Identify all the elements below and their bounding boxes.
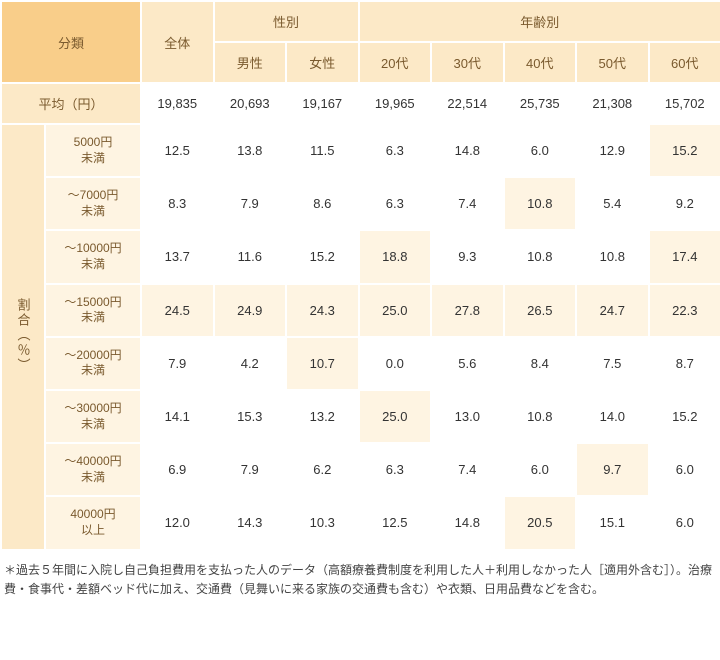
data-cell: 22.3 xyxy=(649,284,720,337)
data-cell: 6.3 xyxy=(359,124,432,177)
header-age20: 20代 xyxy=(359,42,432,83)
data-cell: 15.3 xyxy=(214,390,287,443)
data-cell: 13.7 xyxy=(141,230,214,283)
data-cell: 26.5 xyxy=(504,284,577,337)
avg-cell: 19,835 xyxy=(141,83,214,124)
data-cell: 7.9 xyxy=(141,337,214,390)
avg-cell: 19,965 xyxy=(359,83,432,124)
data-cell: 10.8 xyxy=(576,230,649,283)
data-cell: 14.0 xyxy=(576,390,649,443)
data-cell: 4.2 xyxy=(214,337,287,390)
data-cell: 12.5 xyxy=(359,496,432,549)
data-cell: 6.0 xyxy=(504,124,577,177)
data-cell: 10.3 xyxy=(286,496,359,549)
data-cell: 5.6 xyxy=(431,337,504,390)
data-cell: 13.2 xyxy=(286,390,359,443)
data-cell: 6.3 xyxy=(359,443,432,496)
data-cell: 15.1 xyxy=(576,496,649,549)
header-female: 女性 xyxy=(286,42,359,83)
data-cell: 8.4 xyxy=(504,337,577,390)
data-cell: 24.9 xyxy=(214,284,287,337)
header-male: 男性 xyxy=(214,42,287,83)
data-cell: 6.0 xyxy=(649,496,720,549)
data-cell: 18.8 xyxy=(359,230,432,283)
data-cell: 20.5 xyxy=(504,496,577,549)
data-cell: 14.1 xyxy=(141,390,214,443)
row-label: 〜30000円未満 xyxy=(45,390,141,443)
data-cell: 11.5 xyxy=(286,124,359,177)
data-cell: 10.8 xyxy=(504,177,577,230)
header-age50: 50代 xyxy=(576,42,649,83)
data-cell: 15.2 xyxy=(286,230,359,283)
avg-cell: 22,514 xyxy=(431,83,504,124)
data-cell: 17.4 xyxy=(649,230,720,283)
data-cell: 24.3 xyxy=(286,284,359,337)
data-cell: 7.9 xyxy=(214,177,287,230)
data-cell: 5.4 xyxy=(576,177,649,230)
header-ratio: 割合（％） xyxy=(1,124,45,550)
header-category: 分類 xyxy=(1,1,141,83)
data-cell: 27.8 xyxy=(431,284,504,337)
row-label: 〜15000円未満 xyxy=(45,284,141,337)
data-cell: 11.6 xyxy=(214,230,287,283)
data-cell: 8.3 xyxy=(141,177,214,230)
data-cell: 12.9 xyxy=(576,124,649,177)
data-cell: 14.8 xyxy=(431,124,504,177)
data-cell: 9.2 xyxy=(649,177,720,230)
data-cell: 6.2 xyxy=(286,443,359,496)
data-cell: 9.3 xyxy=(431,230,504,283)
data-cell: 7.9 xyxy=(214,443,287,496)
data-cell: 25.0 xyxy=(359,284,432,337)
header-age60: 60代 xyxy=(649,42,720,83)
row-label: 〜20000円未満 xyxy=(45,337,141,390)
footnote: ＊過去５年間に入院し自己負担費用を支払った人のデータ（高額療養費制度を利用した人… xyxy=(0,551,720,599)
data-cell: 7.5 xyxy=(576,337,649,390)
cost-table: 分類 全体 性別 年齢別 男性 女性 20代 30代 40代 50代 60代 平… xyxy=(0,0,720,551)
data-cell: 6.0 xyxy=(504,443,577,496)
data-cell: 6.9 xyxy=(141,443,214,496)
data-cell: 15.2 xyxy=(649,124,720,177)
data-cell: 13.8 xyxy=(214,124,287,177)
data-cell: 10.8 xyxy=(504,230,577,283)
row-label: 〜7000円未満 xyxy=(45,177,141,230)
header-overall: 全体 xyxy=(141,1,214,83)
data-cell: 12.0 xyxy=(141,496,214,549)
row-label: 〜10000円未満 xyxy=(45,230,141,283)
header-age40: 40代 xyxy=(504,42,577,83)
data-cell: 24.7 xyxy=(576,284,649,337)
data-cell: 6.0 xyxy=(649,443,720,496)
header-age: 年齢別 xyxy=(359,1,720,42)
avg-cell: 21,308 xyxy=(576,83,649,124)
header-avg: 平均（円） xyxy=(1,83,141,124)
data-cell: 14.8 xyxy=(431,496,504,549)
row-label: 40000円以上 xyxy=(45,496,141,549)
data-cell: 10.8 xyxy=(504,390,577,443)
data-cell: 7.4 xyxy=(431,177,504,230)
data-cell: 8.6 xyxy=(286,177,359,230)
data-cell: 14.3 xyxy=(214,496,287,549)
avg-cell: 19,167 xyxy=(286,83,359,124)
avg-cell: 15,702 xyxy=(649,83,720,124)
avg-cell: 20,693 xyxy=(214,83,287,124)
data-cell: 10.7 xyxy=(286,337,359,390)
header-age30: 30代 xyxy=(431,42,504,83)
header-gender: 性別 xyxy=(214,1,359,42)
data-cell: 25.0 xyxy=(359,390,432,443)
data-cell: 0.0 xyxy=(359,337,432,390)
data-cell: 6.3 xyxy=(359,177,432,230)
data-cell: 8.7 xyxy=(649,337,720,390)
data-cell: 7.4 xyxy=(431,443,504,496)
data-cell: 15.2 xyxy=(649,390,720,443)
row-label: 5000円未満 xyxy=(45,124,141,177)
data-cell: 12.5 xyxy=(141,124,214,177)
data-cell: 9.7 xyxy=(576,443,649,496)
avg-cell: 25,735 xyxy=(504,83,577,124)
table-body: 平均（円）19,83520,69319,16719,96522,51425,73… xyxy=(1,83,720,550)
data-cell: 13.0 xyxy=(431,390,504,443)
data-cell: 24.5 xyxy=(141,284,214,337)
row-label: 〜40000円未満 xyxy=(45,443,141,496)
